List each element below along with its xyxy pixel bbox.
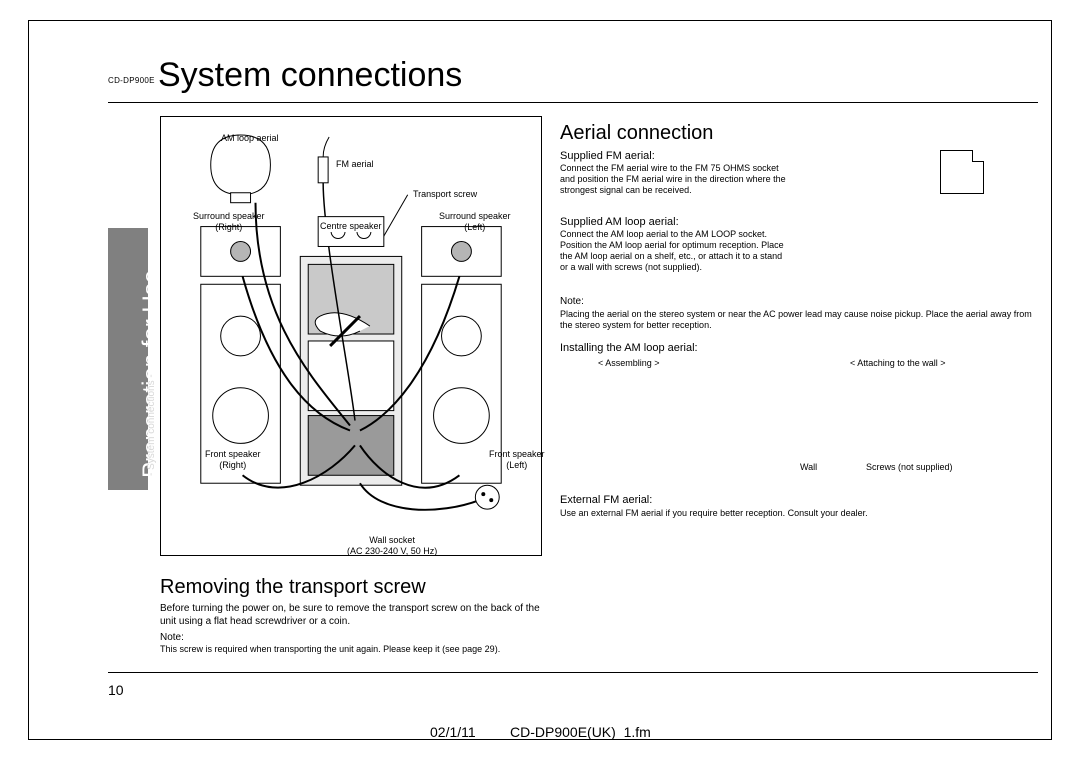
label-surround-r: Surround speaker (Right)	[193, 211, 265, 233]
page-corner-icon	[940, 150, 984, 194]
note-heading-right: Note:	[560, 296, 584, 307]
sub-install: Installing the AM loop aerial:	[560, 342, 698, 354]
footer-filename: CD-DP900E(UK)_1.fm	[510, 724, 651, 740]
body-ext-fm: Use an external FM aerial if you require…	[560, 508, 1040, 519]
label-attaching: < Attaching to the wall >	[850, 358, 946, 369]
note-heading-left: Note:	[160, 632, 184, 643]
label-surround-l: Surround speaker (Left)	[439, 211, 511, 233]
note-body-right: Placing the aerial on the stereo system …	[560, 309, 1040, 331]
label-screws: Screws (not supplied)	[866, 462, 953, 473]
note-body-left: This screw is required when transporting…	[160, 644, 560, 655]
footer-date: 02/1/11	[430, 724, 476, 740]
body-am: Connect the AM loop aerial to the AM LOO…	[560, 229, 790, 273]
label-front-l: Front speaker (Left)	[489, 449, 545, 471]
label-wall-socket: Wall socket (AC 230-240 V, 50 Hz)	[347, 535, 437, 557]
label-front-r: Front speaker (Right)	[205, 449, 261, 471]
sub-ext-fm: External FM aerial:	[560, 494, 652, 506]
heading-aerial-connection: Aerial connection	[560, 122, 713, 145]
model-code: CD-DP900E	[108, 76, 155, 85]
connections-diagram: AM loop aerial FM aerial Transport screw…	[160, 116, 542, 556]
sidebar-subtitle: - System connections -	[146, 374, 157, 476]
label-assembling: < Assembling >	[598, 358, 660, 369]
heading-transport-screw: Removing the transport screw	[160, 576, 426, 599]
rule-bottom	[108, 672, 1038, 673]
rule-top	[108, 102, 1038, 103]
label-am-loop: AM loop aerial	[221, 133, 279, 144]
sidebar-tab: Preparation for Use - System connections…	[108, 228, 148, 490]
label-fm-aerial: FM aerial	[336, 159, 374, 170]
sub-fm: Supplied FM aerial:	[560, 150, 655, 162]
sub-am: Supplied AM loop aerial:	[560, 216, 679, 228]
body-fm: Connect the FM aerial wire to the FM 75 …	[560, 163, 790, 196]
label-wall: Wall	[800, 462, 817, 473]
page-number: 10	[108, 682, 124, 698]
page-title: System connections	[158, 56, 462, 95]
label-transport-screw: Transport screw	[413, 189, 477, 200]
label-centre: Centre speaker	[320, 221, 382, 232]
body-transport-screw: Before turning the power on, be sure to …	[160, 602, 542, 628]
